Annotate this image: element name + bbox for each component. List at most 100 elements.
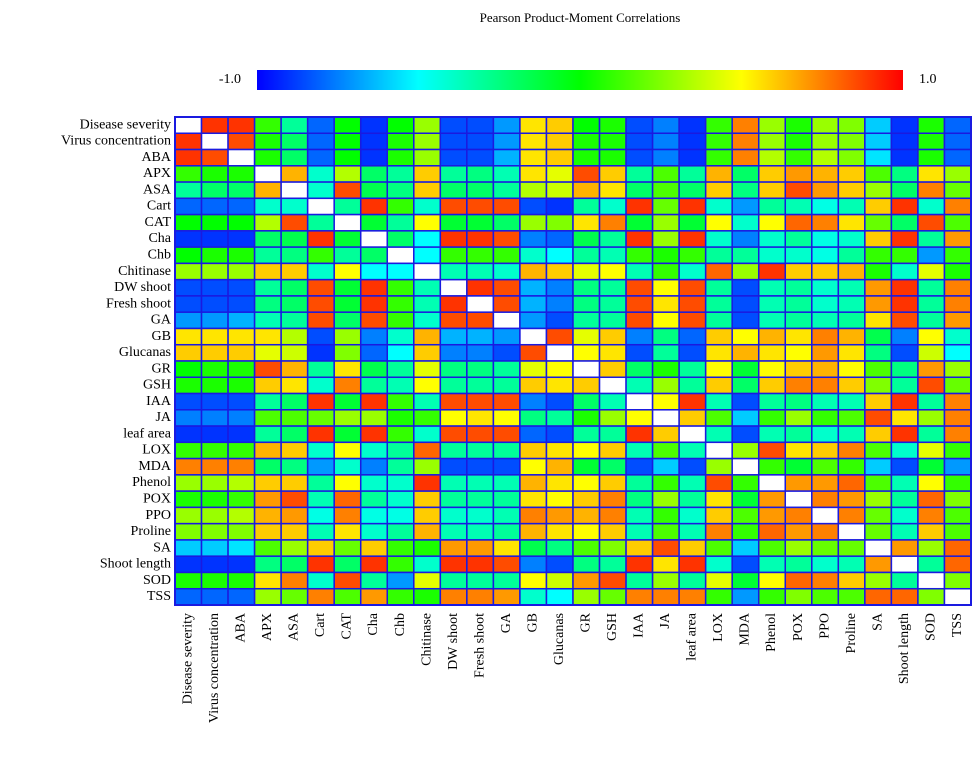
heatmap-cell bbox=[439, 409, 468, 427]
heatmap-cell bbox=[200, 587, 229, 606]
heatmap-cell bbox=[413, 132, 442, 151]
heatmap-cell bbox=[413, 295, 442, 313]
heatmap-cell bbox=[598, 457, 627, 476]
heatmap-cell bbox=[280, 474, 309, 492]
heatmap-cell bbox=[731, 246, 760, 265]
heatmap-cell bbox=[439, 360, 468, 379]
heatmap-cell bbox=[784, 116, 813, 135]
heatmap-cell bbox=[174, 376, 203, 395]
heatmap-cell bbox=[757, 457, 787, 476]
heatmap-cell bbox=[227, 360, 256, 379]
heatmap-cell bbox=[890, 343, 919, 362]
heatmap-cell bbox=[545, 132, 574, 151]
heatmap-cell bbox=[784, 522, 813, 541]
heatmap-cell bbox=[492, 295, 521, 313]
heatmap-cell bbox=[545, 116, 574, 135]
heatmap-cell bbox=[598, 409, 627, 427]
heatmap-cell bbox=[519, 246, 548, 265]
y-tick-label: Fresh shoot bbox=[106, 296, 171, 311]
heatmap-cell bbox=[492, 278, 521, 297]
heatmap-cell bbox=[811, 555, 840, 574]
heatmap-cell bbox=[519, 343, 548, 362]
heatmap-cell bbox=[625, 197, 654, 216]
heatmap-cell bbox=[466, 409, 495, 427]
heatmap-cell bbox=[598, 376, 627, 395]
heatmap-cell bbox=[439, 213, 468, 232]
heatmap-cell bbox=[306, 343, 335, 362]
heatmap-cell bbox=[386, 360, 415, 379]
heatmap-cell bbox=[598, 522, 627, 541]
heatmap-cell bbox=[519, 587, 548, 606]
heatmap-cell bbox=[890, 376, 919, 395]
heatmap-cell bbox=[731, 392, 760, 411]
heatmap-cell bbox=[466, 327, 495, 346]
heatmap-cell bbox=[731, 213, 760, 232]
heatmap-cell bbox=[227, 295, 256, 313]
heatmap-cell bbox=[784, 197, 813, 216]
heatmap-cell bbox=[306, 522, 335, 541]
heatmap-cell bbox=[359, 539, 389, 557]
heatmap-cell bbox=[386, 392, 415, 411]
heatmap-cell bbox=[864, 376, 893, 395]
heatmap-cell bbox=[757, 262, 787, 281]
heatmap-cell bbox=[890, 230, 919, 248]
heatmap-cell bbox=[492, 539, 521, 557]
y-tick-label: IAA bbox=[146, 394, 172, 409]
heatmap-cell bbox=[943, 165, 972, 183]
y-tick-label: Proline bbox=[131, 524, 171, 539]
heatmap-cell bbox=[439, 392, 468, 411]
heatmap-cell bbox=[200, 409, 229, 427]
y-tick-label: GB bbox=[152, 329, 171, 344]
heatmap-cell bbox=[492, 522, 521, 541]
heatmap-cell bbox=[625, 474, 654, 492]
chart-title: Pearson Product-Moment Correlations bbox=[480, 10, 681, 25]
heatmap-cell bbox=[625, 148, 654, 167]
heatmap-cell bbox=[253, 148, 282, 167]
y-tick-label: DW shoot bbox=[114, 280, 171, 295]
heatmap-cell bbox=[864, 571, 893, 590]
heatmap-cell bbox=[811, 148, 840, 167]
heatmap-cell bbox=[306, 230, 335, 248]
heatmap-cell bbox=[466, 457, 495, 476]
x-tick-label: Glucanas bbox=[552, 613, 567, 665]
heatmap-cell bbox=[359, 295, 389, 313]
heatmap-cell bbox=[466, 441, 495, 460]
heatmap-cell bbox=[439, 425, 468, 444]
heatmap-cell bbox=[200, 262, 229, 281]
heatmap-cell bbox=[943, 506, 972, 525]
heatmap-cell bbox=[890, 571, 919, 590]
heatmap-cell bbox=[386, 311, 415, 330]
heatmap-cell bbox=[890, 474, 919, 492]
heatmap-cell bbox=[811, 197, 840, 216]
heatmap-cell bbox=[333, 116, 362, 135]
colorbar-tick-label: 1.0 bbox=[919, 72, 937, 87]
x-tick-label: Cha bbox=[366, 612, 381, 635]
heatmap-cell bbox=[253, 555, 282, 574]
heatmap-cell bbox=[439, 587, 468, 606]
heatmap-cell bbox=[280, 360, 309, 379]
heatmap-cell bbox=[359, 278, 389, 297]
heatmap-cell bbox=[917, 343, 946, 362]
y-tick-label: Cart bbox=[147, 199, 171, 214]
x-tick-label: Fresh shoot bbox=[472, 613, 487, 678]
heatmap-cell bbox=[704, 392, 733, 411]
heatmap-cell bbox=[306, 376, 335, 395]
y-tick-label: ASA bbox=[143, 182, 172, 197]
heatmap-cell bbox=[227, 278, 256, 297]
heatmap-cell bbox=[492, 555, 521, 574]
heatmap-cell bbox=[386, 278, 415, 297]
x-tick-label: Phenol bbox=[764, 613, 779, 652]
heatmap-cell bbox=[359, 148, 389, 167]
x-tick-label: Disease severity bbox=[180, 613, 195, 704]
heatmap-cell bbox=[519, 295, 548, 313]
heatmap-cell bbox=[678, 148, 707, 167]
heatmap-cell bbox=[864, 474, 893, 492]
heatmap-cell bbox=[386, 327, 415, 346]
heatmap-cell bbox=[678, 376, 707, 395]
heatmap-cell bbox=[704, 522, 733, 541]
heatmap-cell bbox=[386, 441, 415, 460]
heatmap-cell bbox=[625, 490, 654, 509]
heatmap-cell bbox=[174, 181, 203, 200]
heatmap-cell bbox=[837, 376, 866, 395]
heatmap-cell bbox=[784, 213, 813, 232]
